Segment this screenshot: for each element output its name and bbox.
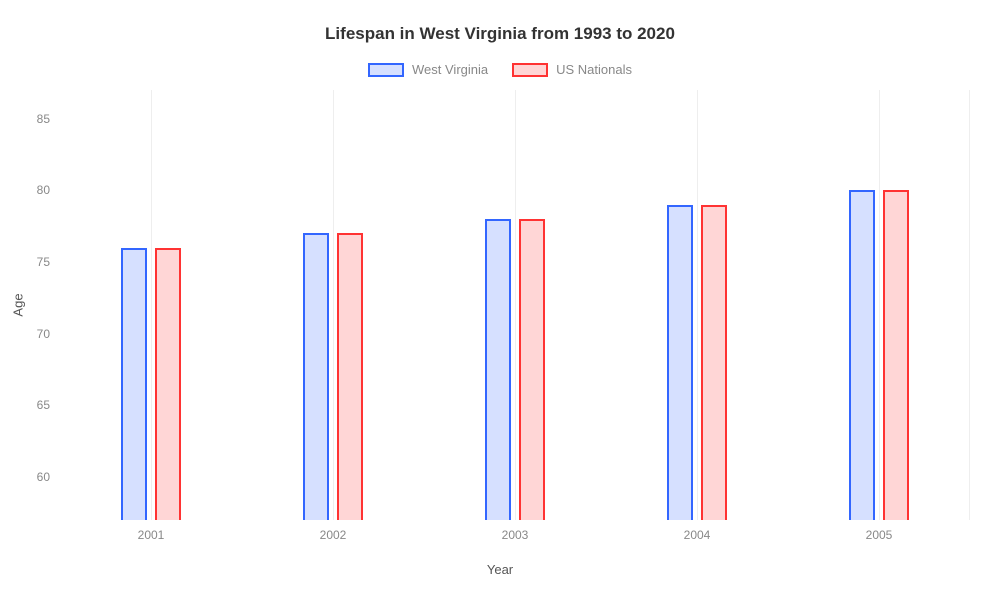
bar xyxy=(701,205,727,520)
legend-label: US Nationals xyxy=(556,62,632,77)
bar xyxy=(303,233,329,520)
y-tick-label: 65 xyxy=(37,398,50,412)
x-tick-label: 2001 xyxy=(138,528,165,542)
chart-container: Lifespan in West Virginia from 1993 to 2… xyxy=(0,0,1000,600)
chart-legend: West Virginia US Nationals xyxy=(0,62,1000,77)
x-tick-label: 2003 xyxy=(502,528,529,542)
y-tick-label: 85 xyxy=(37,112,50,126)
grid-line xyxy=(879,90,880,520)
y-tick-label: 75 xyxy=(37,255,50,269)
grid-line xyxy=(969,90,970,520)
x-tick-label: 2005 xyxy=(866,528,893,542)
y-tick-label: 60 xyxy=(37,470,50,484)
y-tick-label: 80 xyxy=(37,183,50,197)
legend-label: West Virginia xyxy=(412,62,488,77)
grid-line xyxy=(333,90,334,520)
bar xyxy=(337,233,363,520)
y-axis-label: Age xyxy=(11,293,26,316)
x-tick-label: 2002 xyxy=(320,528,347,542)
bar xyxy=(849,190,875,520)
grid-line xyxy=(515,90,516,520)
legend-swatch xyxy=(368,63,404,77)
bar xyxy=(121,248,147,520)
bar xyxy=(667,205,693,520)
bar xyxy=(883,190,909,520)
plot-area: 60657075808520012002200320042005 xyxy=(60,90,970,520)
chart-title: Lifespan in West Virginia from 1993 to 2… xyxy=(0,24,1000,44)
legend-item: West Virginia xyxy=(368,62,488,77)
bar xyxy=(155,248,181,520)
legend-swatch xyxy=(512,63,548,77)
grid-line xyxy=(697,90,698,520)
y-tick-label: 70 xyxy=(37,327,50,341)
legend-item: US Nationals xyxy=(512,62,632,77)
bar xyxy=(519,219,545,520)
x-axis-label: Year xyxy=(487,562,513,577)
x-tick-label: 2004 xyxy=(684,528,711,542)
grid-line xyxy=(151,90,152,520)
bar xyxy=(485,219,511,520)
